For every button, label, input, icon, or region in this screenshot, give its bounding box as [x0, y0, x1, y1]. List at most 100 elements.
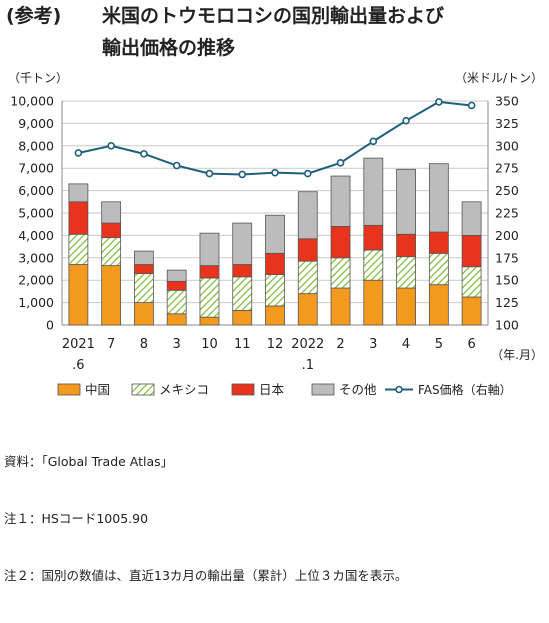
bar-segment-3 — [396, 168, 416, 235]
x-tick-label: 5 — [435, 337, 443, 352]
price-point — [172, 161, 181, 170]
bar-segment-2 — [428, 231, 449, 254]
page: (参考) 米国のトウモロコシの国別輸出量および 輸出価格の推移 0 1,000 2,0… — [4, 0, 543, 583]
x-tick-label: 12 — [267, 337, 284, 352]
left-tick-label: 7,000 — [18, 161, 54, 176]
bar-segment-3 — [265, 214, 285, 254]
bar-segment-3 — [297, 191, 318, 240]
left-tick-label: 10,000 — [10, 94, 54, 109]
price-point — [107, 142, 115, 150]
bar-segment-2 — [199, 265, 220, 279]
left-tick-label: 8,000 — [18, 138, 54, 153]
bar-segment-1 — [428, 252, 449, 286]
chart-title: (参考) 米国のトウモロコシの国別輸出量および 輸出価格の推移 — [6, 0, 444, 128]
price-point — [402, 116, 410, 125]
price-line — [78, 100, 472, 176]
left-axis-unit: （千トン） — [8, 71, 68, 85]
title-tag: (参考) — [6, 5, 62, 27]
bar-segment-2 — [461, 234, 482, 268]
left-tick-label: 5,000 — [18, 206, 54, 221]
bar-segment-2 — [330, 226, 351, 259]
left-tick-label: 6,000 — [18, 183, 54, 198]
bar-segment-3 — [363, 157, 384, 226]
bar-segment-0 — [428, 284, 449, 326]
bar-segment-2 — [166, 280, 187, 291]
bar-segment-1 — [68, 233, 89, 265]
right-tick-label: 275 — [495, 161, 519, 176]
bar-segment-0 — [396, 287, 416, 326]
bar-segment-1 — [101, 237, 122, 267]
price-point — [467, 101, 476, 110]
bar-segment-1 — [199, 277, 220, 318]
bar-segment-1 — [396, 256, 416, 289]
x-tick-label: 6 — [467, 337, 475, 352]
x-axis-unit: （年.月） — [491, 348, 543, 362]
title-line-2: 輸出価格の推移 — [102, 37, 236, 59]
bar-segment-3 — [68, 183, 89, 203]
bar-segment-3 — [330, 175, 351, 227]
bar-segment-0 — [232, 310, 253, 326]
bar-segment-2 — [232, 264, 253, 278]
legend-swatch-1 — [131, 383, 155, 396]
bar-segment-2 — [265, 252, 285, 276]
x-tick-label: 3 — [369, 337, 377, 352]
legend-label-0: 中国 — [85, 382, 110, 397]
bar-segment-0 — [297, 293, 318, 326]
price-point — [336, 159, 345, 167]
right-tick-label: 150 — [495, 273, 519, 288]
x-tick-label: 4 — [402, 337, 410, 352]
right-tick-label: 125 — [495, 295, 519, 310]
x-tick-label: 3 — [173, 337, 181, 352]
price-point — [205, 169, 214, 178]
x-tick-label: 8 — [140, 337, 148, 352]
x-tick-label: 2021 — [62, 337, 95, 352]
price-point — [435, 98, 443, 106]
bar-segment-2 — [396, 233, 416, 258]
right-tick-label: 250 — [495, 183, 519, 198]
x-tick-label: 7 — [107, 337, 115, 352]
x-tick-label: 10 — [201, 337, 218, 352]
price-point — [369, 137, 378, 146]
price-point — [238, 170, 247, 179]
bar-segment-3 — [166, 269, 187, 282]
right-tick-label: 350 — [495, 94, 519, 109]
right-tick-label: 300 — [495, 138, 519, 153]
left-tick-label: 9,000 — [18, 116, 54, 131]
bar-segment-1 — [297, 260, 318, 295]
bar-segment-0 — [134, 302, 154, 326]
bar-segment-1 — [330, 257, 351, 289]
legend-label-3: その他 — [339, 382, 377, 397]
x-tick-label-sub: .6 — [72, 358, 84, 373]
legend-label-1: メキシコ — [159, 382, 209, 397]
legend-swatch-3 — [311, 383, 335, 396]
bar-segment-0 — [101, 265, 122, 326]
legend-line-marker — [395, 385, 403, 394]
x-tick-label-sub: .1 — [302, 358, 314, 373]
legend-swatch-0 — [57, 383, 81, 396]
left-tick-label: 4,000 — [18, 228, 54, 243]
right-tick-label: 100 — [495, 318, 519, 333]
bar-segment-3 — [232, 222, 253, 265]
note-source: 資料：「Global Trade Atlas」 — [4, 454, 174, 469]
left-tick-label: 0 — [46, 318, 54, 333]
bar-segment-0 — [199, 316, 220, 326]
bar-segment-1 — [166, 289, 187, 315]
legend-swatch-2 — [231, 383, 255, 396]
title-line-1: 米国のトウモロコシの国別輸出量および — [102, 5, 445, 27]
price-point — [74, 149, 83, 157]
bar-segment-0 — [265, 305, 285, 326]
bar-segment-1 — [363, 249, 384, 281]
left-tick-label: 2,000 — [18, 273, 54, 288]
left-tick-label: 1,000 — [18, 295, 54, 310]
right-tick-label: 225 — [495, 206, 519, 221]
bar-segment-2 — [297, 238, 318, 262]
bar-segment-2 — [363, 224, 384, 251]
bar-segment-3 — [134, 250, 154, 265]
bar-segment-1 — [232, 276, 253, 311]
bar-segment-1 — [265, 274, 285, 307]
bar-segment-0 — [461, 296, 482, 326]
bar-segment-2 — [68, 201, 89, 235]
bar-segment-0 — [166, 313, 187, 326]
price-point — [140, 150, 148, 158]
bar-segment-1 — [134, 273, 154, 304]
